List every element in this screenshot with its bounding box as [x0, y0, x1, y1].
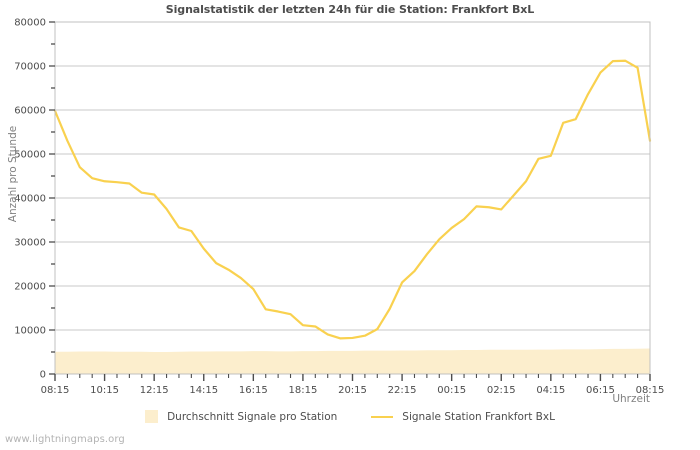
chart-title: Signalstatistik der letzten 24h für die …: [165, 3, 535, 16]
svg-text:60000: 60000: [14, 106, 46, 117]
x-axis-label: Uhrzeit: [612, 393, 650, 405]
svg-text:40000: 40000: [14, 194, 46, 205]
svg-text:16:15: 16:15: [239, 385, 268, 396]
legend-label-average: Durchschnitt Signale pro Station: [167, 410, 338, 423]
svg-text:20:15: 20:15: [338, 385, 367, 396]
y-axis-ticks: 0 10000 20000 30000 40000 50000 60000 70000 8000…: [14, 18, 55, 381]
svg-text:50000: 50000: [14, 150, 46, 161]
svg-text:10000: 10000: [14, 326, 46, 337]
svg-text:22:15: 22:15: [388, 385, 417, 396]
watermark: www.lightningmaps.org: [5, 434, 125, 445]
legend-label-station: Signale Station Frankfort BxL: [402, 410, 555, 423]
svg-text:10:15: 10:15: [90, 385, 119, 396]
legend-item-average[interactable]: Durchschnitt Signale pro Station: [145, 410, 337, 423]
svg-text:08:15: 08:15: [41, 385, 70, 396]
line-swatch-icon: [371, 415, 394, 418]
y-axis-label: Anzahl pro Stunde: [7, 125, 19, 223]
grid-lines: [55, 65, 650, 331]
svg-text:08:15: 08:15: [636, 385, 665, 396]
svg-text:06:15: 06:15: [586, 385, 615, 396]
x-axis-ticks: 08:15 10:15 12:15 14:15 16:15 18:15 20:15 22:15…: [41, 374, 665, 396]
svg-text:20000: 20000: [14, 282, 46, 293]
legend-item-station[interactable]: Signale Station Frankfort BxL: [371, 411, 555, 423]
svg-text:02:15: 02:15: [487, 385, 516, 396]
average-area-series: [55, 348, 650, 374]
svg-text:14:15: 14:15: [189, 385, 218, 396]
svg-text:70000: 70000: [14, 62, 46, 73]
svg-text:30000: 30000: [14, 238, 46, 249]
area-swatch-icon: [145, 410, 159, 423]
svg-text:12:15: 12:15: [140, 385, 169, 396]
svg-text:04:15: 04:15: [536, 385, 565, 396]
svg-text:18:15: 18:15: [289, 385, 318, 396]
svg-text:00:15: 00:15: [437, 385, 466, 396]
station-line-series: [53, 59, 652, 340]
svg-text:80000: 80000: [14, 18, 46, 29]
chart-legend: Durchschnitt Signale pro Station Signale…: [0, 410, 700, 423]
svg-text:0: 0: [40, 370, 46, 381]
